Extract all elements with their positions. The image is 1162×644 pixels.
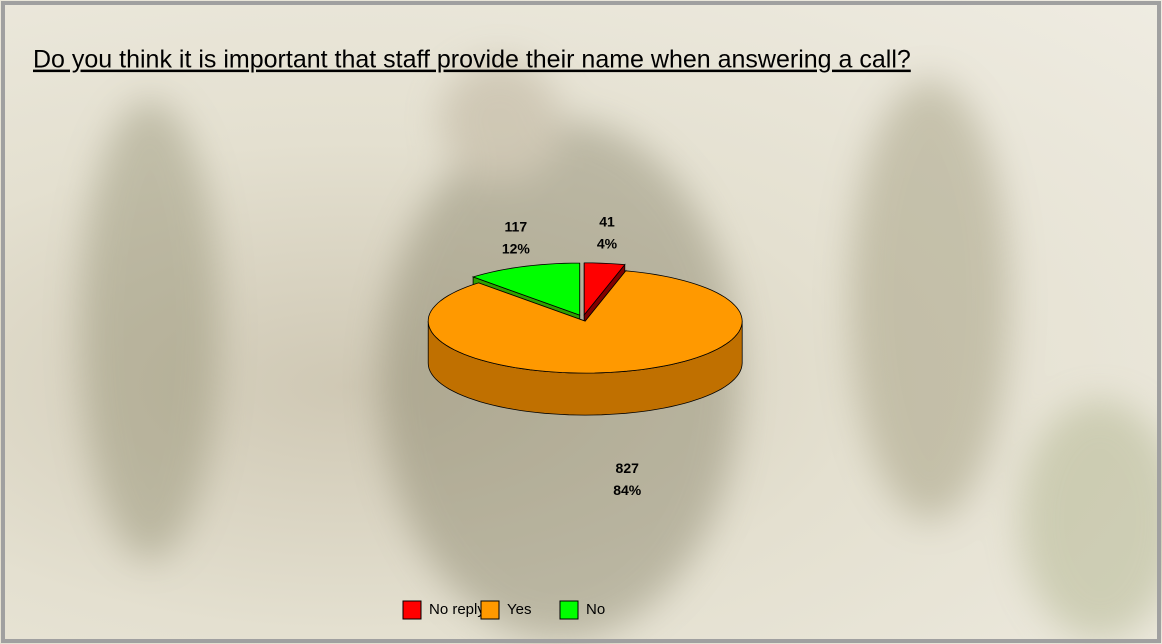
percent-label: 12%	[502, 241, 531, 257]
legend-swatch	[402, 600, 422, 620]
legend-label: Yes	[507, 601, 531, 618]
legend-label: No	[586, 601, 605, 618]
legend-swatch	[480, 600, 500, 620]
slice	[427, 270, 743, 374]
legend-swatch	[559, 600, 579, 620]
data-label: 117	[505, 219, 528, 235]
data-label: 41	[599, 214, 615, 230]
chart-title: Do you think it is important that staff …	[33, 46, 911, 74]
data-label: 827	[616, 460, 640, 476]
percent-label: 4%	[597, 236, 618, 252]
legend: No reply Yes No	[402, 600, 605, 620]
slice	[471, 262, 581, 316]
percent-label: 84%	[613, 482, 642, 498]
slice	[583, 262, 626, 317]
pie: 41 4% 827 84% 117 12%	[427, 214, 743, 498]
legend-label: No reply	[429, 601, 485, 618]
